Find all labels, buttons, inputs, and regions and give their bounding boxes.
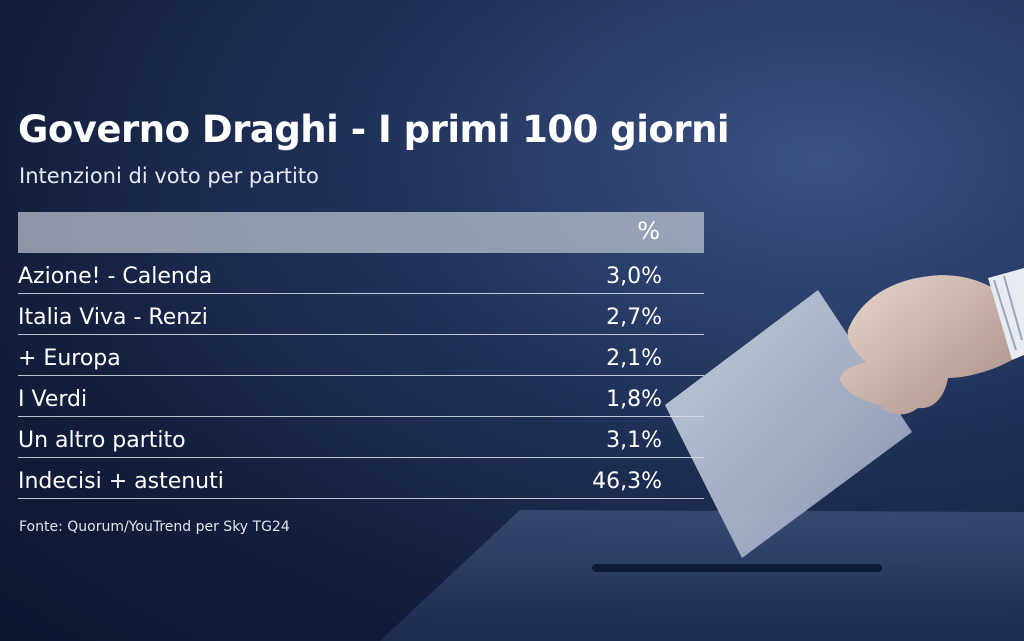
table-row: Indecisi + astenuti 46,3% — [18, 458, 704, 499]
party-label: + Europa — [18, 346, 121, 371]
vote-value: 2,7% — [606, 305, 662, 330]
vote-value: 3,1% — [606, 428, 662, 453]
vote-value: 3,0% — [606, 264, 662, 289]
table-row: Un altro partito 3,1% — [18, 417, 704, 458]
party-label: I Verdi — [18, 387, 88, 412]
party-label: Italia Viva - Renzi — [18, 305, 208, 330]
page-subtitle: Intenzioni di voto per partito — [19, 164, 319, 188]
party-label: Indecisi + astenuti — [18, 469, 224, 494]
vote-value: 46,3% — [592, 469, 662, 494]
source-note: Fonte: Quorum/YouTrend per Sky TG24 — [19, 519, 290, 535]
vote-intention-table: % Azione! - Calenda 3,0% Italia Viva - R… — [18, 212, 704, 499]
table-header: % — [18, 212, 704, 253]
table-row: I Verdi 1,8% — [18, 376, 704, 417]
percent-column-header: % — [637, 217, 660, 245]
table-row: Azione! - Calenda 3,0% — [18, 253, 704, 294]
table-row: Italia Viva - Renzi 2,7% — [18, 294, 704, 335]
ballot-box-top — [380, 510, 1024, 641]
page-title: Governo Draghi - I primi 100 giorni — [18, 108, 730, 151]
ballot-slot — [592, 564, 882, 572]
vote-value: 1,8% — [606, 387, 662, 412]
party-label: Un altro partito — [18, 428, 186, 453]
party-label: Azione! - Calenda — [18, 264, 213, 289]
hand-shape — [840, 275, 1012, 415]
table-row: + Europa 2,1% — [18, 335, 704, 376]
ballot-paper-shape — [665, 290, 912, 558]
vote-value: 2,1% — [606, 346, 662, 371]
